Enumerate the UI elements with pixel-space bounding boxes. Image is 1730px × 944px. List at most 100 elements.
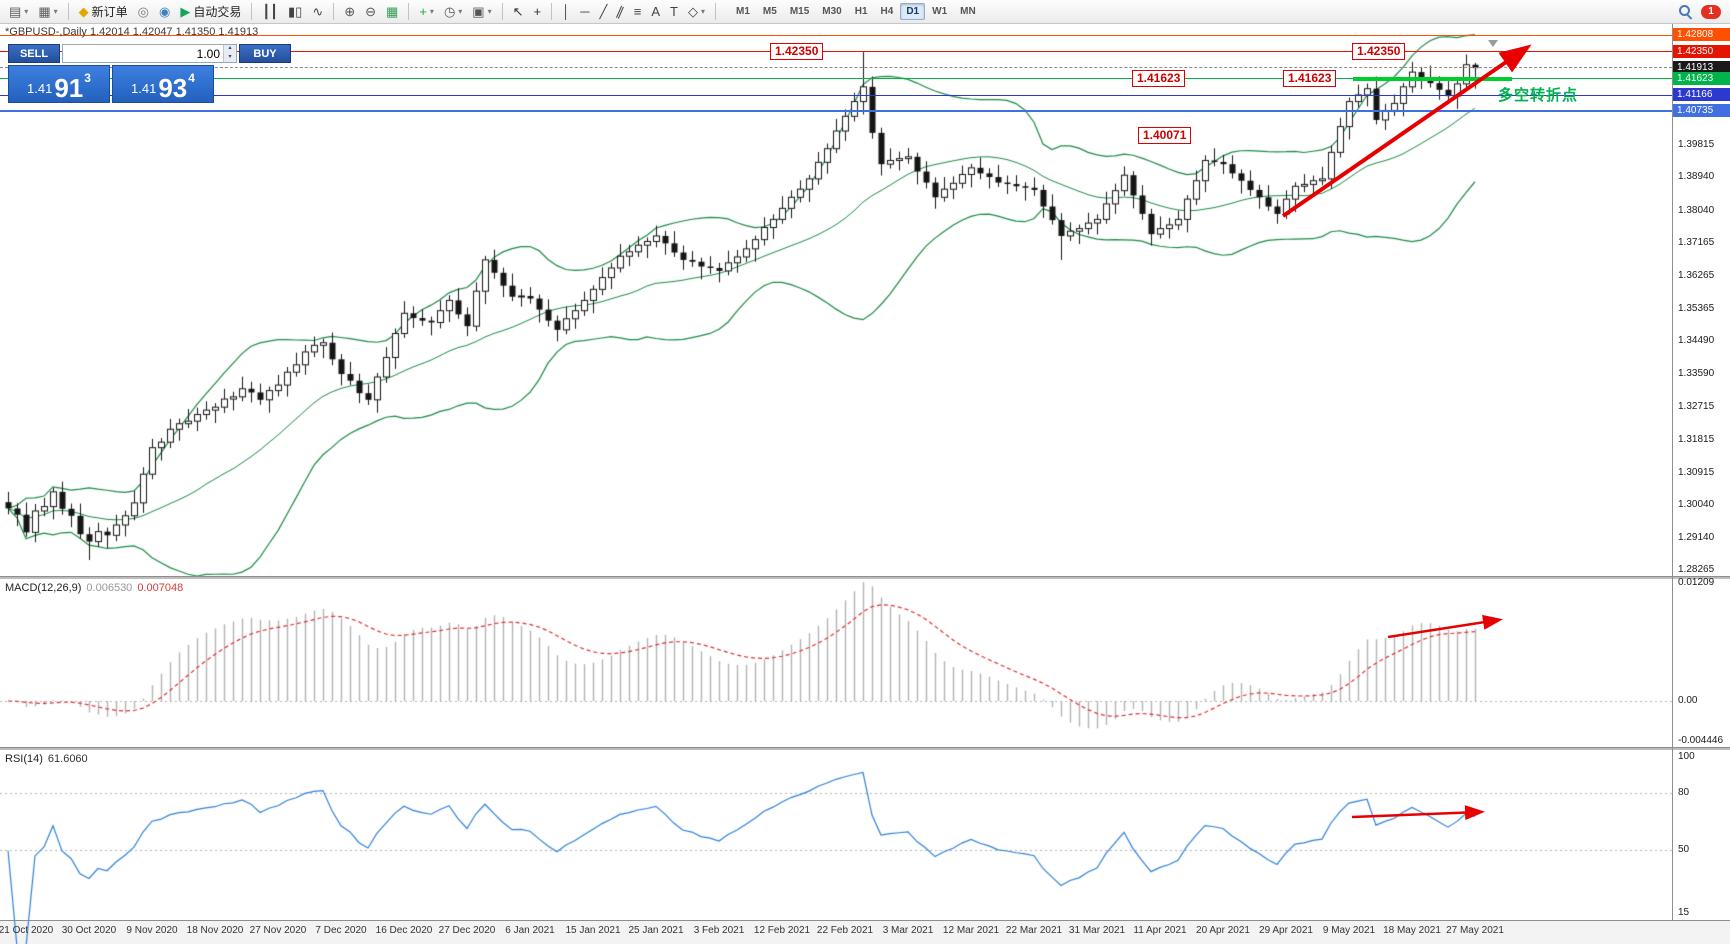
rsi-axis-label: 50: [1678, 844, 1690, 855]
toolbar: ▤ ▾ ▦ ▾ ◆ 新订单 ◎ ◉ ▶ 自动交易 ┃┃ ▮▯ ∿ ⊕ ⊖ ▦ + ▾ ◷ ▾ ▣ ▾ ↖ + │ ─ ╱ ∥ ≡ A T ◇ ▾…: [0, 0, 1730, 24]
panel-separator-rsi[interactable]: [0, 747, 1730, 750]
date-label: 16 Dec 2020: [375, 925, 433, 936]
date-label: 15 Jan 2021: [565, 925, 621, 936]
timeframe-m15-button[interactable]: M15: [789, 6, 810, 17]
toolbar-separator: [551, 3, 553, 20]
date-label: 9 Nov 2020: [126, 925, 178, 936]
toolbar-separator: [715, 3, 717, 20]
price-axis-label: 1.34490: [1678, 335, 1715, 346]
indicators-icon[interactable]: + ▾: [419, 4, 434, 19]
chevron-down-icon: ▾: [53, 7, 58, 16]
price-axis-label: 1.29140: [1678, 532, 1715, 543]
price-callout-1.42350[interactable]: 1.42350: [770, 43, 824, 60]
hline-1.42808[interactable]: [0, 34, 1672, 36]
date-axis-border: [0, 920, 1730, 921]
rsi-axis-label: 80: [1678, 787, 1690, 798]
date-label: 27 Dec 2020: [438, 925, 496, 936]
rsi-name: RSI(14): [5, 753, 43, 765]
rsi-label: RSI(14) 61.6060: [5, 753, 93, 765]
date-label: 3 Feb 2021: [693, 925, 745, 936]
volume-spinner: ▴ ▾: [223, 45, 236, 62]
trendline-icon[interactable]: ╱: [599, 4, 608, 19]
timeframe-d1-button[interactable]: D1: [900, 3, 926, 20]
zoom-out-icon[interactable]: ⊖: [365, 4, 377, 19]
buy-price-prefix: 1.41: [131, 81, 157, 96]
chart-title-strip: *GBPUSD-,Daily 1.42014 1.42047 1.41350 1…: [5, 26, 258, 38]
chart-shift-marker[interactable]: [1488, 40, 1498, 47]
macd-axis-label: 0.01209: [1678, 577, 1715, 588]
support-segment-line[interactable]: [1353, 77, 1512, 81]
fibonacci-icon[interactable]: ≡: [633, 4, 642, 19]
date-label: 7 Dec 2020: [315, 925, 367, 936]
periods-icon[interactable]: ◷ ▾: [443, 4, 463, 19]
candlestick-chart-icon[interactable]: ▮▯: [288, 4, 303, 19]
date-label: 27 Nov 2020: [249, 925, 307, 936]
price-axis-border[interactable]: [1672, 24, 1673, 920]
macd-label: MACD(12,26,9) 0.006530 0.007048: [5, 582, 188, 594]
price-callout-1.40071[interactable]: 1.40071: [1138, 127, 1192, 144]
profiles-icon[interactable]: ▦ ▾: [38, 4, 58, 19]
price-callout-1.41623[interactable]: 1.41623: [1283, 70, 1337, 87]
price-tag-1.40735: 1.40735: [1673, 104, 1730, 117]
search-icon[interactable]: [1679, 5, 1692, 18]
price-tag-1.41623: 1.41623: [1673, 72, 1730, 85]
vertical-line-icon[interactable]: │: [562, 4, 571, 19]
zoom-in-icon[interactable]: ⊕: [344, 4, 356, 19]
price-tag-1.42350: 1.42350: [1673, 45, 1730, 58]
metaeditor-icon[interactable]: ◎: [137, 4, 149, 19]
hline-1.41623[interactable]: [0, 78, 1672, 80]
volume-decrease-button[interactable]: ▾: [223, 53, 236, 62]
timeframe-h1-button[interactable]: H1: [854, 6, 868, 17]
buy-price-pipette: 4: [188, 71, 195, 85]
price-axis-label: 1.30915: [1678, 467, 1715, 478]
date-label: 12 Feb 2021: [753, 925, 811, 936]
price-callout-1.42350[interactable]: 1.42350: [1352, 43, 1406, 60]
crosshair-icon[interactable]: +: [533, 4, 542, 19]
toolbar-separator: [333, 3, 335, 20]
trend-note-text[interactable]: 多空转折点: [1498, 87, 1579, 104]
new-chart-icon[interactable]: ▤ ▾: [9, 4, 29, 19]
price-callout-1.41623[interactable]: 1.41623: [1132, 70, 1186, 87]
volume-input[interactable]: [63, 45, 223, 62]
shapes-icon[interactable]: ◇ ▾: [688, 4, 706, 19]
timeframe-h4-button[interactable]: H4: [880, 6, 894, 17]
timeframe-m30-button[interactable]: M30: [822, 6, 842, 17]
price-axis-label: 1.28265: [1678, 564, 1715, 575]
community-icon[interactable]: ◉: [158, 4, 171, 19]
notification-badge[interactable]: 1: [1701, 4, 1721, 19]
text-icon[interactable]: A: [651, 4, 661, 19]
cursor-icon[interactable]: ↖: [512, 4, 524, 19]
timeframe-w1-button[interactable]: W1: [932, 6, 948, 17]
chevron-down-icon: ▾: [458, 7, 463, 16]
chevron-down-icon: ▾: [487, 7, 492, 16]
label-icon[interactable]: T: [670, 4, 678, 19]
buy-price-display[interactable]: 1.41 93 4: [112, 65, 214, 103]
sell-button[interactable]: SELL: [8, 44, 60, 63]
timeframe-mn-button[interactable]: MN: [960, 6, 976, 17]
panel-separator-macd[interactable]: [0, 576, 1730, 579]
toolbar-separator: [501, 3, 503, 20]
line-chart-icon[interactable]: ∿: [312, 4, 324, 19]
sell-price-display[interactable]: 1.41 91 3: [8, 65, 110, 103]
tile-windows-icon[interactable]: ▦: [386, 4, 399, 19]
horizontal-line-icon[interactable]: ─: [580, 4, 590, 19]
bar-chart-icon[interactable]: ┃┃: [262, 4, 278, 19]
date-label: 20 Apr 2021: [1196, 925, 1250, 936]
templates-icon[interactable]: ▣ ▾: [472, 4, 492, 19]
autotrading-button[interactable]: ▶ 自动交易: [176, 1, 245, 22]
hline-1.41913[interactable]: [0, 67, 1672, 69]
date-label: 18 Nov 2020: [186, 925, 244, 936]
buy-button[interactable]: BUY: [239, 44, 291, 63]
channel-icon[interactable]: ∥: [614, 3, 627, 20]
date-label: 22 Feb 2021: [816, 925, 874, 936]
timeframe-m1-button[interactable]: M1: [736, 6, 750, 17]
new-order-button[interactable]: ◆ 新订单: [75, 1, 132, 22]
hline-1.40735[interactable]: [0, 110, 1672, 113]
hline-1.41166[interactable]: [0, 94, 1672, 96]
hline-1.42350[interactable]: [0, 51, 1672, 53]
timeframe-m5-button[interactable]: M5: [762, 6, 777, 17]
volume-increase-button[interactable]: ▴: [223, 45, 236, 54]
autotrading-button-label: 自动交易: [193, 5, 242, 19]
date-label: 27 May 2021: [1446, 925, 1504, 936]
